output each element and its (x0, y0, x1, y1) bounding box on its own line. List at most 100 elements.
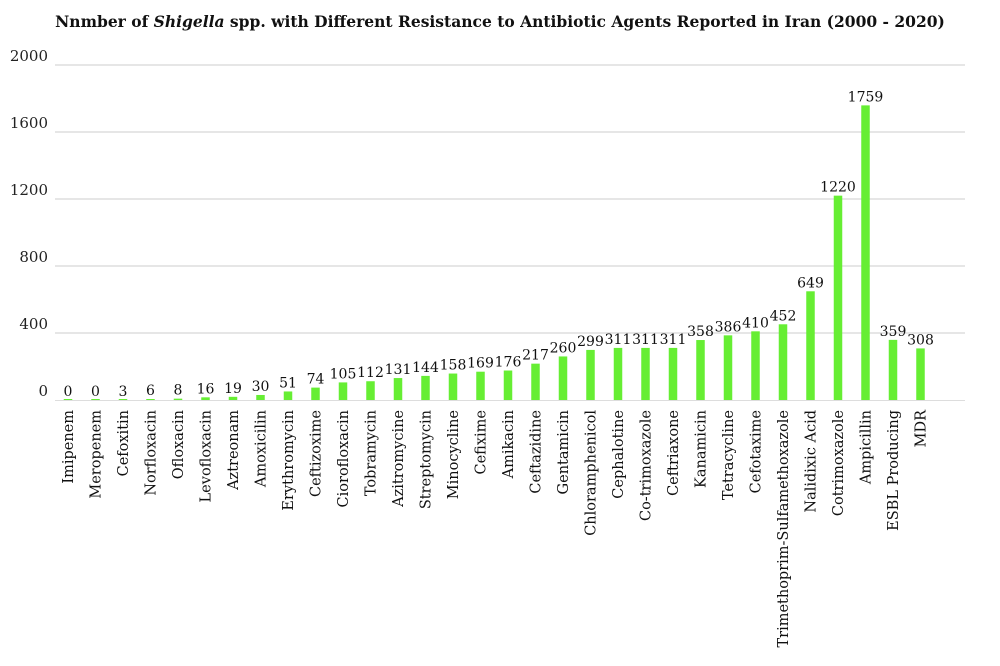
category-label: Cefoxitin (116, 410, 132, 476)
category-label: Ceftazidine (529, 410, 545, 494)
data-label: 51 (279, 375, 297, 391)
category-label: Ampicillin (859, 410, 875, 485)
data-label: 386 (715, 319, 742, 335)
y-tick-label: 0 (38, 382, 48, 400)
category-label: Aztreonam (226, 410, 242, 491)
data-label: 260 (550, 340, 577, 356)
category-label: MDR (914, 409, 930, 447)
category-label: Kanamicin (694, 410, 710, 488)
data-label: 1759 (848, 89, 884, 105)
data-label: 0 (64, 384, 73, 400)
data-label: 176 (495, 355, 522, 371)
bar (613, 347, 623, 400)
chart-title-suffix: spp. with Different Resistance to Antibi… (224, 12, 945, 31)
data-label: 19 (224, 381, 242, 397)
data-label: 308 (907, 332, 934, 348)
bars (63, 105, 925, 401)
y-tick-label: 400 (19, 315, 48, 333)
bar (393, 378, 403, 400)
bar (806, 291, 815, 400)
bar (696, 340, 705, 400)
category-label: Cefotaxime (749, 410, 765, 493)
data-label: 410 (742, 315, 769, 331)
bar (861, 105, 870, 401)
category-label: Levofloxacin (199, 410, 215, 502)
bar (448, 373, 458, 400)
bar (833, 195, 843, 400)
chart-title: Nnmber of Shigella spp. with Different R… (0, 12, 1000, 31)
category-label: Ofloxacin (171, 410, 187, 479)
category-label: Cefixime (474, 410, 490, 475)
bar (751, 331, 760, 400)
bar (63, 399, 73, 400)
data-label: 1220 (820, 180, 856, 196)
bar (888, 339, 898, 400)
category-label: Azitromycine (391, 410, 407, 508)
y-tick-label: 800 (19, 248, 48, 266)
data-label: 158 (440, 358, 467, 374)
bar (146, 398, 155, 400)
bar (366, 381, 375, 400)
category-label: Nalidixic Acid (804, 410, 820, 513)
category-label: Norfloxacin (144, 410, 160, 496)
bar (311, 387, 320, 400)
data-label: 299 (577, 334, 604, 350)
category-label: Meropenem (89, 410, 105, 499)
bar (558, 356, 568, 400)
y-tick-label: 1200 (10, 181, 48, 199)
bar (228, 396, 238, 400)
data-label: 359 (880, 324, 907, 340)
chart-title-italic: Shigella (153, 12, 225, 31)
data-label: 112 (357, 365, 384, 381)
data-label: 452 (770, 308, 797, 324)
bar (723, 335, 733, 400)
category-label: Tetracycline (721, 410, 737, 500)
category-label: Cephalotine (611, 410, 627, 499)
category-label: Co-trimoxazole (639, 410, 655, 521)
category-label: Ceftriaxone (666, 410, 682, 496)
bar (173, 398, 183, 400)
bar (531, 363, 540, 400)
category-label: Amikacin (501, 410, 517, 479)
bar (503, 370, 513, 400)
bar (283, 391, 293, 400)
data-label: 3 (119, 384, 128, 400)
category-label: Ceftizoxime (309, 410, 325, 497)
bar (641, 347, 650, 400)
data-label: 16 (197, 381, 215, 397)
data-label: 6 (146, 383, 155, 399)
data-label: 169 (467, 356, 494, 372)
gridlines (55, 64, 965, 401)
category-label: Erythromycin (281, 410, 297, 511)
data-label: 358 (687, 324, 714, 340)
category-label: Amoxicilin (254, 410, 270, 488)
bar (476, 371, 485, 400)
category-label: Chloramphenicol (584, 410, 600, 536)
category-label: Imipenem (61, 410, 77, 484)
data-label: 311 (632, 332, 659, 348)
bar (778, 324, 788, 400)
data-label: 0 (91, 384, 100, 400)
category-label: Streptomycin (419, 410, 435, 509)
bar (201, 397, 210, 400)
data-label: 105 (330, 366, 357, 382)
bar (338, 382, 348, 400)
bar (586, 349, 595, 400)
x-axis-category-labels: Imipenem Meropenem Cefoxitin Norfloxacin Ofl… (61, 409, 930, 648)
data-label: 131 (385, 362, 412, 378)
bar (421, 375, 430, 400)
data-label: 74 (307, 372, 325, 388)
data-label: 649 (797, 275, 824, 291)
data-label: 217 (522, 348, 549, 364)
bar (668, 347, 678, 400)
bar (916, 348, 925, 400)
category-label: Minocycline (446, 410, 462, 499)
category-label: Trimethoprim-Sulfamethoxazole (776, 410, 792, 648)
y-axis-ticks: 0 400 800 1200 1600 2000 (10, 47, 48, 400)
category-label: Ciorofloxacin (336, 410, 352, 507)
category-label: Tobramycin (364, 410, 380, 496)
data-label: 311 (605, 332, 632, 348)
chart-title-prefix: Nnmber of (55, 12, 154, 31)
category-label: Gentamicin (556, 410, 572, 494)
